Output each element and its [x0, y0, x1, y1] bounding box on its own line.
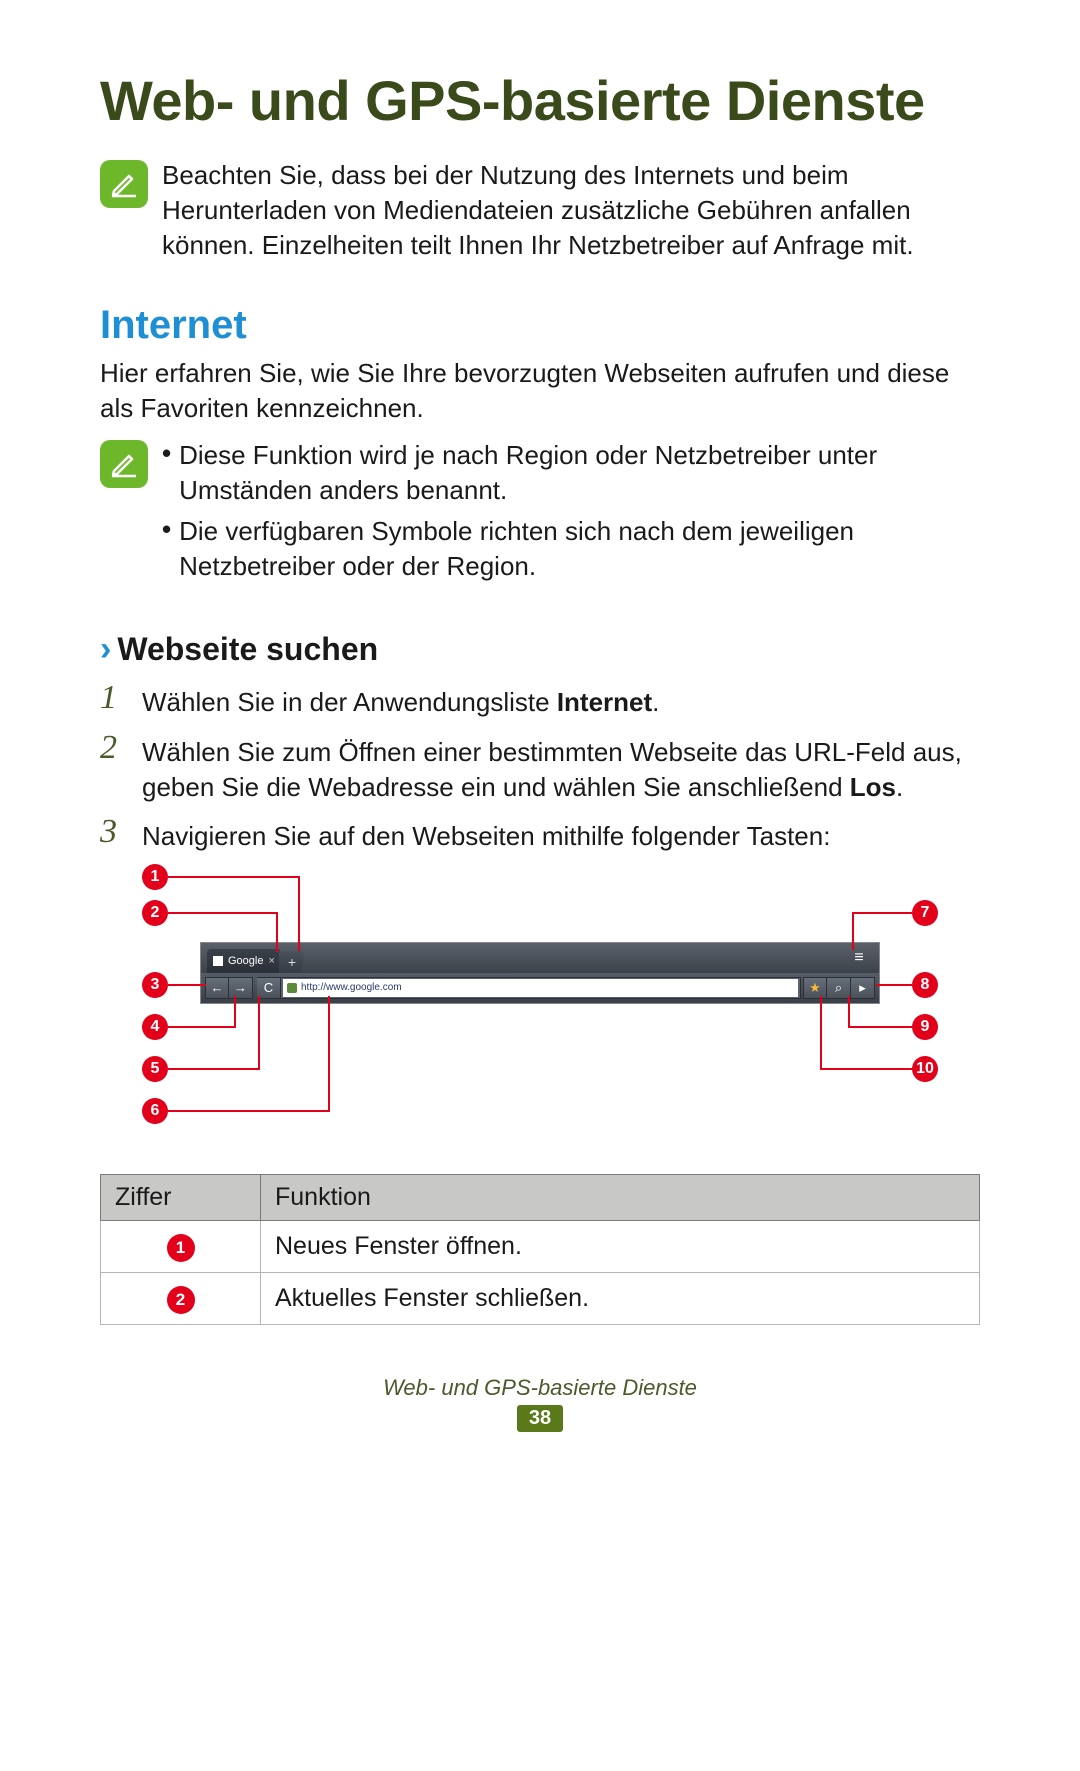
refresh-button[interactable]: C — [257, 977, 281, 999]
forward-button[interactable]: → — [229, 977, 253, 999]
url-input[interactable]: http://www.google.com — [283, 979, 798, 997]
step-text: Wählen Sie zum Öffnen einer bestimmten W… — [142, 731, 980, 805]
footer-title: Web- und GPS-basierte Dienste — [100, 1375, 980, 1401]
th-funktion: Funktion — [261, 1174, 980, 1220]
step-number: 2 — [100, 731, 126, 805]
callout-8: 8 — [912, 972, 938, 998]
callout-1: 1 — [142, 864, 168, 890]
new-tab-button[interactable]: + — [279, 951, 305, 973]
note-block-1: Beachten Sie, dass bei der Nutzung des I… — [100, 158, 980, 263]
th-ziffer: Ziffer — [101, 1174, 261, 1220]
bookmark-star-icon[interactable]: ★ — [803, 977, 827, 999]
steps-list: 1 Wählen Sie in der Anwendungsliste Inte… — [100, 681, 980, 853]
callout-4: 4 — [142, 1014, 168, 1040]
menu-icon[interactable]: ≡ — [845, 948, 873, 968]
back-button[interactable]: ← — [205, 977, 229, 999]
next-page-icon[interactable]: ▸ — [851, 977, 875, 999]
page-footer: Web- und GPS-basierte Dienste 38 — [100, 1375, 980, 1432]
function-table: Ziffer Funktion 1 Neues Fenster öffnen. … — [100, 1174, 980, 1325]
callout-10: 10 — [912, 1056, 938, 1082]
browser-tabbar: Google × + ≡ — [201, 943, 879, 973]
note2-item-1: Die verfügbaren Symbole richten sich nac… — [179, 514, 980, 584]
callout-5: 5 — [142, 1056, 168, 1082]
callout-2: 2 — [142, 900, 168, 926]
step-3: 3 Navigieren Sie auf den Webseiten mithi… — [100, 815, 980, 854]
lock-icon — [287, 983, 297, 993]
row-num-icon: 1 — [167, 1234, 195, 1262]
subheading-text: Webseite suchen — [117, 631, 378, 668]
page-title: Web- und GPS-basierte Dienste — [100, 70, 980, 132]
note-block-2: Diese Funktion wird je nach Region oder … — [100, 438, 980, 590]
browser-mock: Google × + ≡ ← → C http://www.google.com… — [200, 942, 880, 1004]
note2-item-0: Diese Funktion wird je nach Region oder … — [179, 438, 980, 508]
step-text: Wählen Sie in der Anwendungsliste Intern… — [142, 681, 659, 720]
note-pencil-icon — [100, 440, 148, 488]
subheading-row: › Webseite suchen — [100, 630, 980, 669]
row-num-icon: 2 — [167, 1286, 195, 1314]
note-pencil-icon — [100, 160, 148, 208]
close-tab-icon[interactable]: × — [268, 955, 274, 967]
page-number-badge: 38 — [517, 1405, 563, 1432]
chevron-icon: › — [100, 630, 111, 669]
callout-7: 7 — [912, 900, 938, 926]
table-row: 2 Aktuelles Fenster schließen. — [101, 1272, 980, 1324]
callout-6: 6 — [142, 1098, 168, 1124]
favicon-icon — [213, 956, 223, 966]
callout-3: 3 — [142, 972, 168, 998]
step-text: Navigieren Sie auf den Webseiten mithilf… — [142, 815, 830, 854]
browser-diagram: Google × + ≡ ← → C http://www.google.com… — [100, 864, 980, 1154]
step-2: 2 Wählen Sie zum Öffnen einer bestimmten… — [100, 731, 980, 805]
section-intro: Hier erfahren Sie, wie Sie Ihre bevorzug… — [100, 356, 980, 426]
table-row: 1 Neues Fenster öffnen. — [101, 1220, 980, 1272]
step-1: 1 Wählen Sie in der Anwendungsliste Inte… — [100, 681, 980, 720]
step-number: 3 — [100, 815, 126, 854]
step-number: 1 — [100, 681, 126, 720]
note-text-1: Beachten Sie, dass bei der Nutzung des I… — [162, 158, 980, 263]
callout-9: 9 — [912, 1014, 938, 1040]
note-list-2: Diese Funktion wird je nach Region oder … — [162, 438, 980, 590]
tab-label: Google — [228, 955, 263, 967]
browser-navbar: ← → C http://www.google.com ★ ⌕ ▸ — [201, 973, 879, 1003]
row-text: Aktuelles Fenster schließen. — [261, 1272, 980, 1324]
url-text: http://www.google.com — [301, 982, 402, 993]
section-title-internet: Internet — [100, 303, 980, 348]
browser-tab[interactable]: Google × — [207, 949, 281, 973]
row-text: Neues Fenster öffnen. — [261, 1220, 980, 1272]
url-wrapper: http://www.google.com — [281, 977, 801, 999]
